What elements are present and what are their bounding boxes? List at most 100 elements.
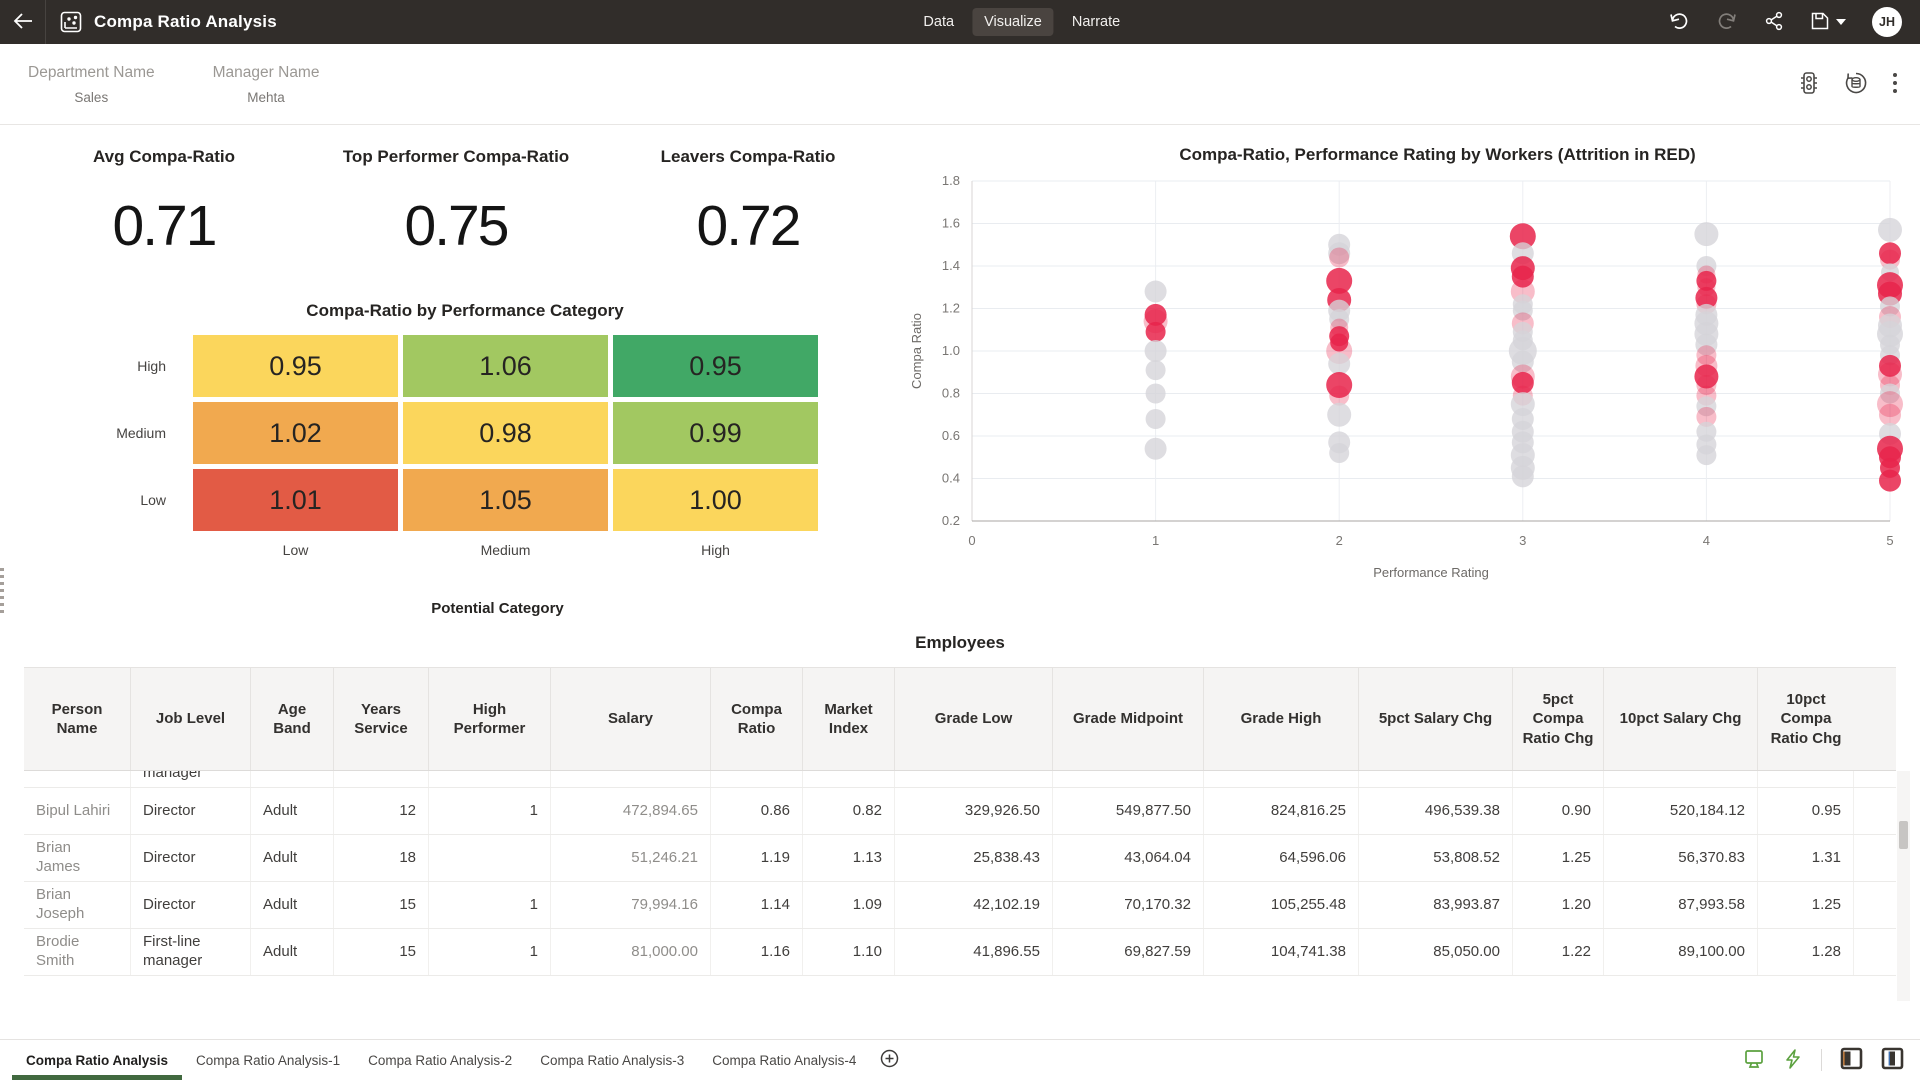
mode-tab-narrate[interactable]: Narrate	[1060, 8, 1132, 36]
table-column-header[interactable]: 10pct Salary Chg	[1604, 668, 1758, 770]
table-scrollbar[interactable]	[1897, 771, 1910, 1001]
scatter-point-attrition[interactable]	[1879, 242, 1901, 265]
table-column-header[interactable]: Grade Low	[895, 668, 1053, 770]
heatmap-cell[interactable]: 1.06	[403, 335, 608, 397]
scatter-point-worker[interactable]	[1511, 350, 1534, 373]
table-column-header[interactable]: Salary	[551, 668, 711, 770]
auto-apply-button[interactable]	[1783, 1048, 1803, 1073]
scatter-point-worker[interactable]	[1145, 409, 1166, 429]
mode-tab-data[interactable]: Data	[911, 8, 966, 36]
kpi-tile[interactable]: Leavers Compa-Ratio 0.72	[602, 147, 894, 259]
scatter-point-attrition[interactable]	[1509, 223, 1536, 250]
scatter-point-attrition[interactable]	[1144, 303, 1167, 326]
scatter-point-worker[interactable]	[1512, 300, 1533, 321]
scatter-point-attrition[interactable]	[1878, 362, 1902, 387]
scatter-point-attrition[interactable]	[1880, 249, 1900, 270]
filter-manager-name[interactable]: Manager Name Mehta	[213, 64, 320, 105]
scatter-point-attrition[interactable]	[1329, 247, 1350, 268]
scatter-point-worker[interactable]	[1511, 465, 1534, 488]
filter-department-name[interactable]: Department Name Sales	[28, 64, 155, 105]
undo-button[interactable]	[1668, 11, 1690, 34]
scatter-point-worker[interactable]	[1145, 360, 1166, 381]
redo-button[interactable]	[1716, 11, 1738, 34]
heatmap-cell[interactable]: 1.05	[403, 469, 608, 531]
heatmap-cell[interactable]: 0.95	[193, 335, 398, 397]
scatter-point-worker[interactable]	[1144, 437, 1167, 460]
heatmap-cell[interactable]: 1.00	[613, 469, 818, 531]
canvas-tab-1[interactable]: Compa Ratio Analysis-1	[182, 1040, 354, 1080]
table-column-header[interactable]: 5pct Salary Chg	[1359, 668, 1513, 770]
heatmap-cell[interactable]: 0.95	[613, 335, 818, 397]
scatter-point-worker[interactable]	[1145, 383, 1166, 404]
canvas-tab-3[interactable]: Compa Ratio Analysis-3	[526, 1040, 698, 1080]
scatter-point-worker[interactable]	[1880, 296, 1900, 317]
table-column-header[interactable]: Person Name	[24, 668, 131, 770]
scatter-point-worker[interactable]	[1144, 280, 1167, 303]
table-row[interactable]: Brian James Director Adult 18 51,246.21 1.19 1…	[24, 835, 1896, 882]
scatter-point-attrition[interactable]	[1145, 321, 1166, 342]
scatter-point-attrition[interactable]	[1326, 267, 1353, 294]
table-column-header[interactable]: High Performer	[429, 668, 551, 770]
scatter-point-worker[interactable]	[1696, 445, 1717, 466]
scatter-point-attrition[interactable]	[1330, 333, 1349, 352]
table-scrollbar-thumb[interactable]	[1899, 821, 1908, 849]
layout-split-panel-button[interactable]	[1881, 1047, 1904, 1073]
scatter-point-worker[interactable]	[1694, 222, 1719, 247]
table-column-header[interactable]: Compa Ratio	[711, 668, 803, 770]
table-column-header[interactable]: Age Band	[251, 668, 334, 770]
scatter-point-worker[interactable]	[1329, 443, 1350, 463]
scatter-point-attrition[interactable]	[1696, 375, 1717, 395]
scatter-point-worker[interactable]	[1328, 242, 1351, 265]
add-canvas-button[interactable]	[870, 1040, 909, 1080]
table-row[interactable]: Bing TanFirst-line managerAdult13 49,795.…	[24, 771, 1896, 788]
scatter-point-attrition[interactable]	[1696, 406, 1717, 427]
table-column-header[interactable]: Grade High	[1204, 668, 1359, 770]
canvas-tab-4[interactable]: Compa Ratio Analysis-4	[698, 1040, 870, 1080]
avatar[interactable]: JH	[1872, 7, 1902, 37]
refresh-data-button[interactable]	[1844, 71, 1868, 98]
scatter-point-attrition[interactable]	[1696, 345, 1717, 366]
canvas-tab-0[interactable]: Compa Ratio Analysis	[12, 1040, 183, 1080]
mode-tab-visualize[interactable]: Visualize	[972, 8, 1054, 36]
table-column-header[interactable]: Job Level	[131, 668, 251, 770]
scatter-point-worker[interactable]	[1880, 383, 1900, 404]
scatter-point-attrition[interactable]	[1695, 286, 1718, 309]
scatter-point-attrition[interactable]	[1326, 372, 1353, 398]
heatmap-cell[interactable]: 0.98	[403, 402, 608, 464]
scatter-point-worker[interactable]	[1329, 309, 1350, 330]
table-row[interactable]: Brian Joseph Director Adult 15 1 79,994.16 1.1…	[24, 882, 1896, 929]
table-column-header[interactable]: 10pct Compa Ratio Chg	[1770, 690, 1842, 747]
table-column-header[interactable]: Market Index	[803, 668, 895, 770]
scatter-point-worker[interactable]	[1696, 396, 1717, 417]
save-button[interactable]	[1810, 11, 1846, 34]
scatter-point-worker[interactable]	[1695, 333, 1718, 356]
kpi-tile[interactable]: Top Performer Compa-Ratio 0.75	[310, 147, 602, 259]
scatter-point-attrition[interactable]	[1696, 270, 1717, 291]
scatter-point-attrition[interactable]	[1879, 469, 1901, 492]
table-column-header[interactable]: 5pct Compa Ratio Chg	[1513, 668, 1604, 770]
heatmap-cell[interactable]: 1.01	[193, 469, 398, 531]
scatter-point-worker[interactable]	[1327, 402, 1352, 427]
scatter-point-attrition[interactable]	[1511, 265, 1534, 288]
scatter-point-attrition[interactable]	[1879, 354, 1901, 377]
panel-drag-handle[interactable]	[0, 568, 4, 614]
back-button[interactable]	[0, 0, 46, 44]
filter-controls-button[interactable]	[1798, 71, 1820, 98]
scatter-point-attrition[interactable]	[1329, 385, 1350, 406]
scatter-point-attrition[interactable]	[1511, 371, 1534, 394]
more-options-button[interactable]	[1892, 71, 1898, 98]
scatter-point-worker[interactable]	[1328, 352, 1351, 375]
scatter-point-worker[interactable]	[1144, 340, 1167, 362]
table-column-header[interactable]: Grade Midpoint	[1053, 668, 1204, 770]
canvas-tab-2[interactable]: Compa Ratio Analysis-2	[354, 1040, 526, 1080]
scatter-point-worker[interactable]	[1696, 256, 1717, 276]
table-row[interactable]: Brodie Smith First-line manager Adult 15 1 81…	[24, 929, 1896, 976]
save-menu-caret-icon[interactable]	[1836, 19, 1846, 25]
layout-left-panel-button[interactable]	[1840, 1047, 1863, 1073]
scatter-point-attrition[interactable]	[1694, 364, 1719, 389]
heatmap-cell[interactable]: 1.02	[193, 402, 398, 464]
table-column-header[interactable]: Years Service	[334, 668, 429, 770]
scatter-point-attrition[interactable]	[1879, 403, 1901, 426]
scatter-point-worker[interactable]	[1878, 217, 1902, 242]
kpi-tile[interactable]: Avg Compa-Ratio 0.71	[18, 147, 310, 259]
